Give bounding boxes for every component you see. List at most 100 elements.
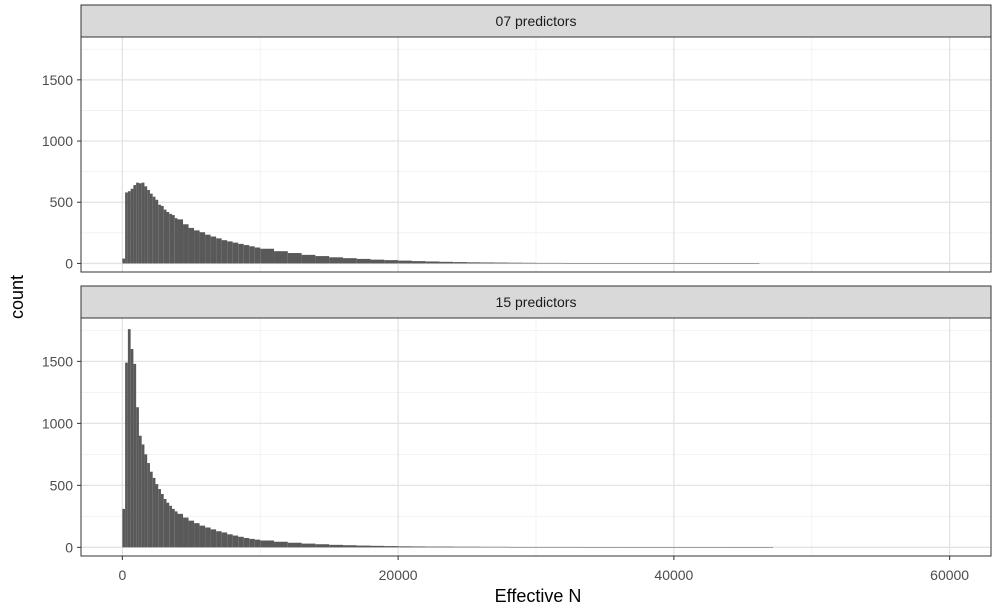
histogram-bar xyxy=(260,248,275,264)
histogram-bar xyxy=(169,213,172,264)
y-axis-ticks: 0 500 1000 1500 xyxy=(42,353,81,555)
histogram-bar xyxy=(243,538,250,548)
histogram-bar xyxy=(227,241,233,264)
histogram-bar xyxy=(141,444,145,548)
histogram-bar xyxy=(701,263,730,264)
y-tick-label: 1500 xyxy=(42,72,73,88)
histogram-bar xyxy=(232,242,239,264)
histogram-bar xyxy=(356,258,371,264)
y-tick-label: 1000 xyxy=(42,133,73,149)
histogram-bar xyxy=(287,542,302,548)
histogram-bar xyxy=(729,263,757,264)
histogram-bar xyxy=(155,484,159,548)
strip-background xyxy=(80,285,992,319)
histogram-bar xyxy=(199,232,206,264)
histogram-bar xyxy=(232,535,239,548)
histogram-bar xyxy=(227,534,233,548)
histogram-bar xyxy=(563,263,592,264)
histogram-bar xyxy=(249,246,255,264)
histogram-bar xyxy=(467,262,481,264)
histogram-bar xyxy=(342,545,357,548)
y-tick-label: 500 xyxy=(50,194,74,210)
histogram-bar xyxy=(177,219,184,264)
histogram-bar xyxy=(130,188,134,264)
histogram-bar xyxy=(194,523,200,548)
histogram-bar xyxy=(398,546,412,548)
panel-border xyxy=(80,317,992,557)
histogram-bar xyxy=(188,520,195,548)
histogram-bar xyxy=(274,251,288,264)
histogram-bar xyxy=(172,215,175,264)
histogram-bars xyxy=(122,182,760,264)
histogram-bar xyxy=(122,258,126,264)
histogram-bar xyxy=(274,541,288,548)
histogram-bar xyxy=(138,435,142,548)
histogram-bar xyxy=(194,230,200,264)
histogram-bar xyxy=(127,191,131,264)
histogram-bar xyxy=(480,546,509,548)
histogram-bar xyxy=(122,508,126,548)
histogram-bar xyxy=(125,192,128,264)
histogram-bar xyxy=(315,256,330,264)
histogram-bar xyxy=(152,196,156,264)
x-axis: 0 20000 40000 60000 xyxy=(118,556,969,583)
histogram-bar xyxy=(205,234,211,264)
strip-label: 15 predictors xyxy=(496,294,577,310)
histogram-bar xyxy=(494,262,509,264)
histogram-bar xyxy=(329,257,343,264)
histogram-bar xyxy=(384,546,399,548)
histogram-bar xyxy=(243,245,250,264)
histogram-bar xyxy=(177,513,184,548)
histogram-bar xyxy=(342,258,357,264)
y-tick-label: 500 xyxy=(50,477,74,493)
x-tick-label: 40000 xyxy=(654,567,693,583)
histogram-bar xyxy=(125,362,128,548)
histogram-bar xyxy=(356,545,371,548)
histogram-bar xyxy=(260,540,275,548)
histogram-bar xyxy=(411,546,426,548)
histogram-bar xyxy=(147,463,150,548)
x-tick-label: 60000 xyxy=(930,567,969,583)
histogram-bar xyxy=(149,471,153,548)
histogram-bar xyxy=(210,236,217,264)
histogram-bar xyxy=(536,546,578,548)
panel-15-predictors: 15 predictors 0 500 1000 1500 xyxy=(42,285,992,557)
histogram-bar xyxy=(618,263,647,264)
histogram-bar xyxy=(136,407,139,548)
histogram-bar xyxy=(174,218,178,264)
histogram-bar xyxy=(301,254,316,264)
histogram-bar xyxy=(160,494,164,548)
histogram-bar xyxy=(144,186,148,264)
histogram-bar xyxy=(166,212,170,264)
histogram-bar xyxy=(480,262,495,264)
histogram-bar xyxy=(646,263,674,264)
histogram-bar xyxy=(254,539,261,548)
histogram-bar xyxy=(254,247,261,264)
histogram-bar xyxy=(160,205,164,264)
histogram-bar xyxy=(453,546,481,548)
histogram-bar xyxy=(453,262,468,264)
histogram-bar xyxy=(398,260,412,264)
histogram-bar xyxy=(536,262,564,264)
grid-lines xyxy=(81,37,991,272)
histogram-bar xyxy=(221,240,228,264)
histogram-bar xyxy=(163,498,167,548)
histogram-bar xyxy=(673,263,702,264)
histogram-bar xyxy=(133,185,137,264)
histogram-bar xyxy=(130,348,134,548)
histogram-bar xyxy=(216,531,222,548)
histogram-bar xyxy=(439,261,454,264)
histogram-bar xyxy=(144,454,148,548)
x-axis-title: Effective N xyxy=(495,586,582,606)
histogram-bar xyxy=(729,547,771,548)
panel-border xyxy=(80,36,992,273)
histogram-bar xyxy=(216,238,222,264)
histogram-bar xyxy=(411,261,426,264)
histogram-bar xyxy=(199,525,206,548)
histogram-bar xyxy=(149,193,153,264)
histogram-bar xyxy=(158,489,161,548)
x-tick-label: 20000 xyxy=(379,567,418,583)
histogram-bar xyxy=(384,260,399,264)
y-tick-label: 0 xyxy=(65,539,73,555)
